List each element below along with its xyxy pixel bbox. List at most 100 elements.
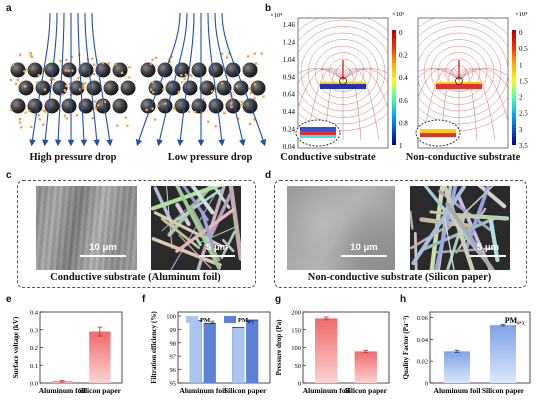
aerosol-particle [18, 53, 22, 56]
fiber-sphere [208, 62, 224, 78]
x-tick-label: Aluminum foil [39, 386, 86, 395]
fiber-sphere [157, 98, 173, 114]
aerosol-particle [65, 117, 69, 120]
y-tick-label: 96 [170, 367, 177, 374]
y-axis-label: Quality Factor (Pa⁻¹) [402, 315, 410, 380]
panel-label-b: b [265, 3, 272, 14]
panel-label-d: d [265, 170, 272, 181]
aerosol-particle [253, 97, 256, 100]
aerosol-particle [180, 73, 183, 77]
bar [354, 351, 377, 383]
fiber-sphere [120, 80, 136, 96]
y-tick-label: 100 [291, 345, 301, 352]
fiber-sphere [10, 98, 26, 114]
fiber-sphere [191, 98, 207, 114]
nanofiber [410, 210, 414, 230]
bar-pm10 [189, 320, 202, 384]
legend-label: PM₀.₃ [238, 317, 254, 324]
aerosol-particle [59, 59, 62, 63]
aerosol-particle [23, 69, 26, 73]
airflow-line [77, 12, 88, 147]
aerosol-particle [184, 73, 188, 76]
aerosol-particle [9, 108, 13, 112]
panel-d-frame [274, 180, 527, 288]
airflow-line [221, 12, 267, 147]
aerosol-particle [151, 90, 155, 94]
aerosol-particle [82, 86, 85, 90]
axis-exponent: ×10⁴ [270, 12, 283, 19]
fiber-sphere [35, 80, 51, 96]
aerosol-particle [64, 58, 68, 62]
y-tick-label: 0.44 [283, 108, 296, 116]
aerosol-particle [101, 61, 105, 65]
aerosol-particle [9, 78, 13, 82]
y-tick-label: 0.24 [283, 126, 296, 134]
colorbar-tick-label: 0.2 [399, 52, 408, 60]
aerosol-particle [63, 88, 67, 92]
colorbar-tick-label: 3 [519, 126, 523, 134]
airflow-line [54, 12, 65, 147]
fiber-sphere [208, 98, 224, 114]
y-tick-label: 95 [170, 381, 177, 388]
aerosol-particle [149, 88, 153, 91]
aerosol-particle [18, 121, 22, 124]
aerosol-particle [180, 80, 184, 84]
aerosol-particle [183, 77, 186, 81]
aerosol-particle [90, 57, 94, 61]
fiber-sphere [140, 98, 156, 114]
nanofiber [411, 186, 466, 266]
plot-frame [177, 311, 271, 384]
aerosol-particle [25, 68, 29, 72]
aerosol-particle [249, 91, 253, 95]
field-line [342, 68, 388, 83]
scale-bar-5um: 5 μm [470, 242, 506, 257]
nanofiber [442, 186, 475, 270]
fiber-sphere [86, 80, 102, 96]
nanofiber [228, 186, 241, 261]
colorbar-tick-label: 1.5 [519, 77, 528, 85]
fiber-sphere [95, 98, 111, 114]
y-axis-label: Pressure drop (Pa) [275, 319, 283, 376]
colorbar-tick-label: 0 [399, 29, 403, 37]
field-line [458, 68, 508, 89]
aerosol-particle [29, 125, 33, 129]
aerosol-particle [68, 82, 72, 86]
x-tick-label: Silicon paper [79, 386, 122, 395]
airflow-line [29, 12, 51, 147]
fiber-sphere [78, 98, 94, 114]
aerosol-particle [11, 63, 15, 66]
y-axis-label: Surface voltage (kV) [12, 316, 20, 378]
aerosol-particle [145, 108, 148, 112]
caption-panel-d: Non-conductive substrate (Silicon paper) [307, 272, 492, 283]
aerosol-particle [27, 109, 31, 113]
airflow-line [177, 12, 195, 147]
y-tick-label: 150 [291, 327, 301, 334]
aerosol-particle [23, 85, 27, 88]
airflow-line [214, 12, 246, 147]
panel-label-e: e [6, 294, 12, 305]
field-line [342, 68, 380, 141]
aerosol-particle [253, 52, 257, 56]
aerosol-particle [193, 110, 197, 114]
fiber-sphere [61, 98, 77, 114]
panel-label-c: c [6, 170, 12, 181]
nanofiber [178, 234, 212, 269]
aerosol-particle [16, 78, 20, 81]
y-tick-label: 1.24 [283, 38, 296, 46]
panel-c-frame [17, 180, 256, 288]
aerosol-particle [107, 61, 111, 65]
fiber-sphere [191, 62, 207, 78]
legend-label: PM₁₀ [200, 317, 214, 324]
chart-annotation: PM₀.₃ [505, 316, 525, 325]
nanofiber [429, 210, 507, 221]
field-line [458, 68, 508, 81]
colorbar-tick-label: 0.4 [399, 74, 408, 82]
y-tick-label: 99 [170, 327, 177, 334]
aerosol-particle [246, 54, 250, 58]
nanofiber [175, 207, 236, 253]
fiber-sphere [27, 62, 43, 78]
y-tick-label: 97 [170, 354, 177, 361]
field-line [418, 68, 460, 81]
aerosol-particle [222, 112, 226, 115]
fiber-sphere [52, 80, 68, 96]
